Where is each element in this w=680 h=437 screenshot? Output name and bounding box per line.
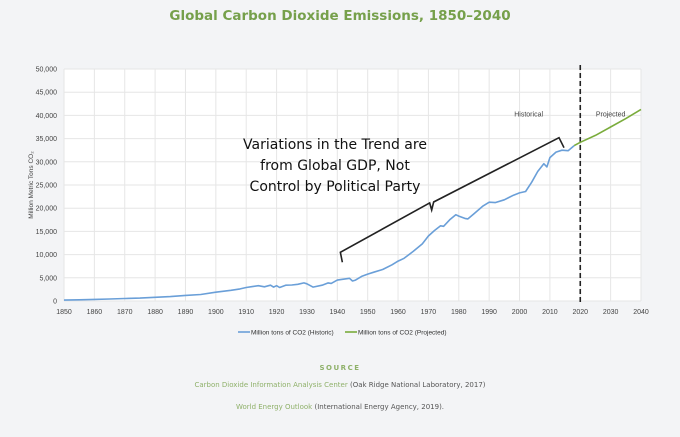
y-axis-ticks: 0 5,000 10,000 15,000 20,000 25,000 30,000 35,0… [36,67,58,306]
series-line-historic [63,144,575,301]
callout-bracket [339,136,565,263]
x-tick-label: 1970 [421,309,437,316]
y-tick-label: 25,000 [36,183,58,190]
y-tick-label: 15,000 [36,229,58,236]
legend-item: Million tons of CO2 (Projected) [345,330,447,337]
x-tick-label: 1930 [299,309,315,316]
y-tick-label: 30,000 [36,159,58,166]
y-tick-label: 40,000 [36,113,58,120]
x-tick-label: 1870 [117,309,133,316]
source-line-1: Carbon Dioxide Information Analysis Cent… [0,381,680,389]
callout-text-line: from Global GDP, Not [260,158,410,174]
callout-text-line: Variations in the Trend are [243,137,427,153]
y-tick-label: 45,000 [36,90,58,97]
x-tick-label: 1920 [269,309,285,316]
source-line-2: World Energy Outlook (International Ener… [0,403,680,411]
legend-item: Million tons of CO2 (Historic) [238,330,334,337]
x-tick-label: 1890 [178,309,194,316]
source-link-weo[interactable]: World Energy Outlook [235,403,313,411]
x-tick-label: 2000 [512,309,528,316]
x-tick-label: 1960 [390,309,406,316]
legend-label: Million tons of CO2 (Historic) [251,330,334,337]
x-tick-label: 1990 [481,309,497,316]
source-detail-cdiac: (Oak Ridge National Laboratory, 2017) [347,381,486,389]
y-tick-label: 5,000 [39,275,57,282]
source-heading: SOURCE [319,364,361,372]
chart-title: Global Carbon Dioxide Emissions, 1850–20… [169,8,511,24]
region-label-projected: Projected [596,111,626,118]
region-label-historical: Historical [514,111,543,118]
y-axis-label: Million Metric Tons CO₂ [28,151,35,219]
x-tick-label: 2040 [633,309,649,316]
x-axis-ticks: 1850 1860 1870 1880 1890 1900 1910 1920 1930 1940… [56,309,649,316]
x-tick-label: 2030 [603,309,619,316]
y-tick-label: 50,000 [36,67,58,74]
x-tick-label: 1880 [147,309,163,316]
legend-label: Million tons of CO2 (Projected) [358,330,447,337]
y-tick-label: 20,000 [36,206,58,213]
y-tick-label: 0 [53,299,57,306]
legend: Million tons of CO2 (Historic) Million to… [238,330,447,337]
chart: 0 5,000 10,000 15,000 20,000 25,000 30,000 35,0… [28,65,649,337]
x-tick-label: 1900 [208,309,224,316]
y-tick-label: 10,000 [36,252,58,259]
series-line-projected [573,108,642,147]
y-tick-label: 35,000 [36,136,58,143]
grid [63,68,642,302]
x-tick-label: 1860 [87,309,103,316]
x-tick-label: 1940 [330,309,346,316]
x-tick-label: 1980 [451,309,467,316]
x-tick-label: 1850 [56,309,72,316]
callout-text-line: Control by Political Party [250,179,421,195]
series-lines [63,108,642,301]
x-tick-label: 1910 [238,309,254,316]
source-link-cdiac[interactable]: Carbon Dioxide Information Analysis Cent… [194,381,348,389]
x-tick-label: 2010 [542,309,558,316]
x-tick-label: 1950 [360,309,376,316]
callout-annotation: Variations in the Trend are from Global G… [243,136,565,263]
source-detail-weo: (International Energy Agency, 2019). [312,403,445,411]
x-tick-label: 2020 [572,309,588,316]
